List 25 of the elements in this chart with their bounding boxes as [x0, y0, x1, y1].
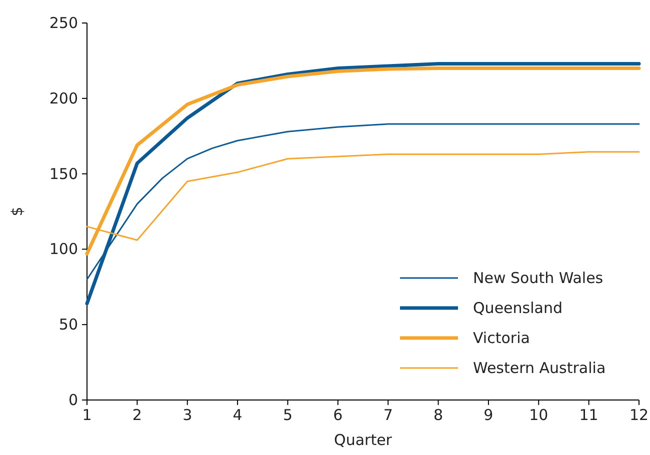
- legend-label: Victoria: [473, 329, 530, 347]
- legend-label: New South Wales: [473, 269, 604, 287]
- y-axis-title: $: [8, 206, 26, 216]
- x-tick-label: 7: [383, 406, 393, 424]
- y-tick-label: 100: [49, 240, 78, 258]
- x-tick-label: 2: [132, 406, 142, 424]
- x-tick-label: 6: [333, 406, 343, 424]
- x-tick-label: 12: [629, 406, 649, 424]
- y-tick-label: 0: [68, 391, 78, 409]
- y-tick-label: 150: [49, 164, 78, 183]
- x-tick-label: 9: [484, 406, 494, 424]
- x-tick-label: 5: [282, 406, 292, 424]
- x-tick-label: 4: [232, 406, 242, 424]
- y-tick-label: 250: [49, 14, 78, 32]
- x-tick-label: 3: [182, 406, 192, 424]
- x-tick-label: 11: [579, 406, 598, 424]
- legend-label: Western Australia: [473, 359, 606, 377]
- x-tick-label: 8: [434, 406, 444, 424]
- y-tick-label: 50: [58, 316, 78, 334]
- legend-label: Queensland: [473, 299, 562, 317]
- y-tick-label: 200: [49, 89, 78, 108]
- x-tick-label: 10: [529, 406, 548, 424]
- x-tick-label: 1: [82, 406, 92, 424]
- x-axis-title: Quarter: [334, 431, 393, 449]
- line-series: [85, 66, 641, 256]
